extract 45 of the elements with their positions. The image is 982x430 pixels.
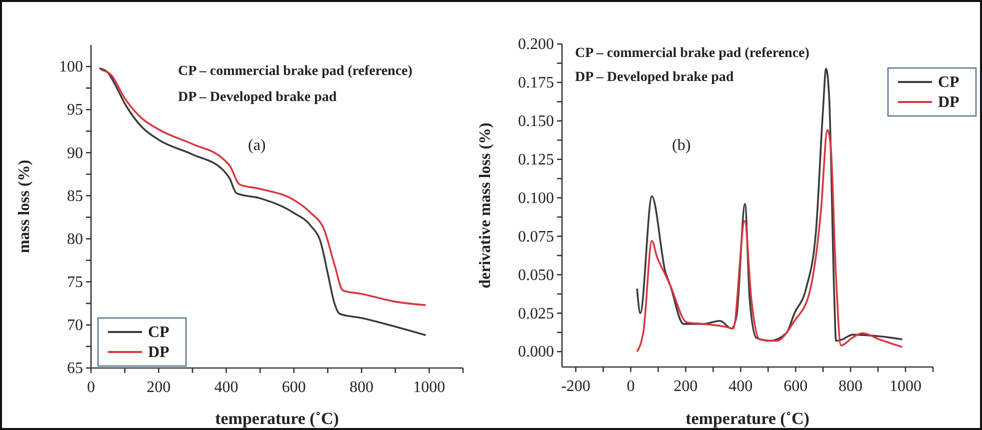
x-tick-label: 0 bbox=[626, 378, 635, 395]
y-axis-title: derivative mass loss (%) bbox=[477, 122, 494, 288]
legend-label: CP bbox=[938, 74, 960, 91]
y-tick-label: 80 bbox=[67, 230, 83, 248]
y-tick-label: 0.075 bbox=[518, 228, 554, 246]
annotation: DP – Developed brake pad bbox=[178, 90, 337, 105]
annotation: DP – Developed brake pad bbox=[575, 70, 734, 85]
y-tick-label: 0.050 bbox=[518, 266, 554, 284]
y-tick-label: 90 bbox=[67, 144, 83, 162]
x-tick-label: 1000 bbox=[890, 378, 922, 395]
x-axis-title: temperature (˚C) bbox=[686, 409, 810, 428]
legend-label: CP bbox=[148, 324, 170, 341]
legend-label: DP bbox=[938, 94, 960, 111]
x-tick-label: 600 bbox=[282, 379, 306, 396]
x-tick-label: 0 bbox=[87, 379, 95, 396]
y-tick-label: 0.100 bbox=[518, 190, 554, 207]
x-tick-label: 800 bbox=[838, 378, 863, 395]
y-tick-label: 65 bbox=[67, 360, 83, 378]
x-tick-label: 600 bbox=[784, 378, 808, 395]
y-tick-label: 0.150 bbox=[518, 113, 554, 130]
y-tick-label: 85 bbox=[67, 188, 83, 205]
x-tick-label: 800 bbox=[350, 379, 374, 396]
y-tick-label: 100 bbox=[59, 58, 83, 76]
y-tick-label: 95 bbox=[67, 102, 83, 119]
annotation: CP – commercial brake pad (reference) bbox=[575, 46, 810, 61]
y-axis-title: mass loss (%) bbox=[16, 160, 33, 254]
y-tick-label: 0.200 bbox=[518, 36, 554, 54]
y-tick-label: 0.000 bbox=[518, 344, 554, 361]
x-tick-label: 200 bbox=[674, 378, 698, 395]
x-tick-label: 400 bbox=[728, 378, 753, 395]
annotation: (b) bbox=[672, 137, 691, 154]
y-tick-label: 75 bbox=[67, 274, 83, 291]
x-axis-title: temperature (˚C) bbox=[215, 409, 339, 428]
x-tick-label: 400 bbox=[214, 379, 238, 396]
y-tick-label: 70 bbox=[67, 317, 83, 334]
y-tick-label: 0.125 bbox=[518, 151, 554, 168]
legend-label: DP bbox=[148, 344, 170, 361]
y-tick-label: 0.175 bbox=[518, 74, 554, 92]
x-tick-label: 1000 bbox=[413, 379, 446, 396]
annotation: (a) bbox=[248, 137, 266, 154]
line-series bbox=[636, 129, 904, 353]
y-tick-label: 0.025 bbox=[518, 305, 554, 322]
annotation: CP – commercial brake pad (reference) bbox=[178, 64, 413, 79]
x-tick-label: -200 bbox=[561, 378, 590, 395]
x-tick-label: 200 bbox=[146, 379, 171, 396]
